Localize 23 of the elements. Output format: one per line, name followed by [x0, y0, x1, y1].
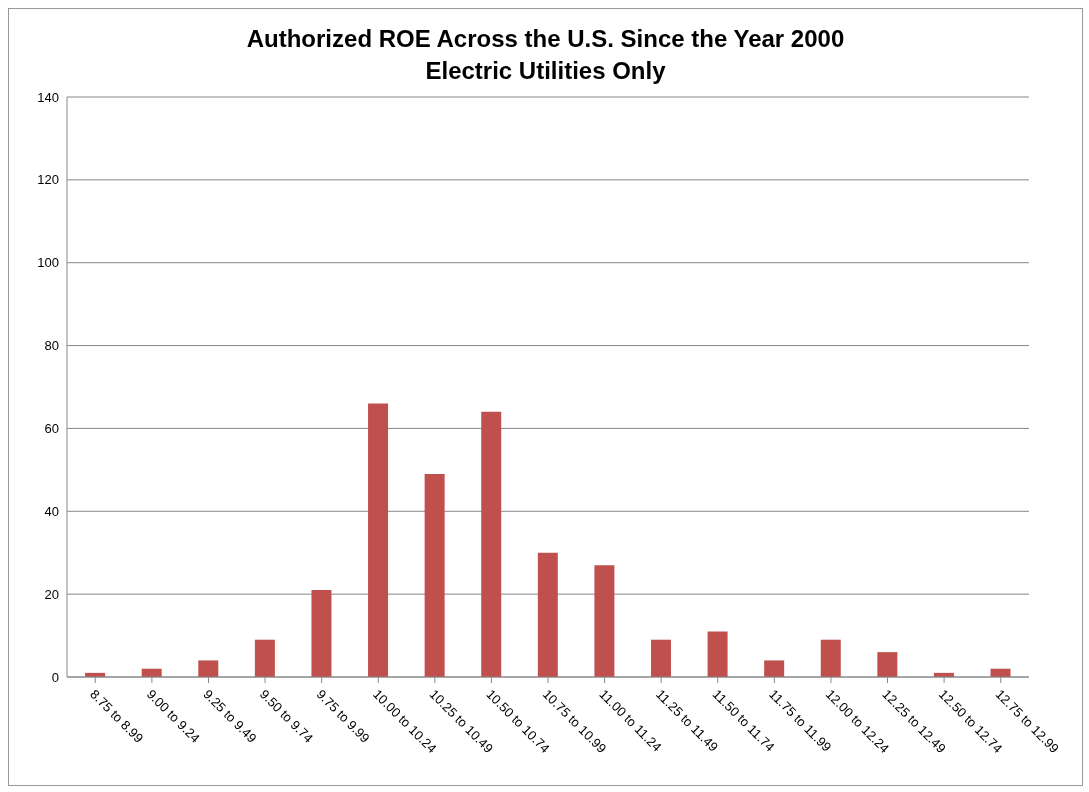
y-tick-label: 60	[44, 421, 59, 437]
bar	[877, 652, 898, 677]
bar	[820, 639, 841, 677]
bar	[254, 639, 275, 677]
bar	[424, 474, 445, 677]
bar	[594, 565, 615, 677]
y-tick-label: 100	[37, 255, 59, 271]
y-tick-label: 0	[51, 669, 59, 685]
bar	[198, 660, 219, 677]
y-tick-label: 20	[44, 586, 59, 602]
bar	[481, 411, 502, 677]
chart-title: Authorized ROE Across the U.S. Since the Year 2000	[245, 24, 846, 54]
bar	[311, 590, 332, 677]
bar	[368, 403, 389, 677]
y-tick-label: 80	[44, 338, 59, 354]
bar	[537, 552, 558, 677]
bar	[764, 660, 785, 677]
y-tick-label: 120	[37, 172, 59, 188]
bar	[650, 639, 671, 677]
bar	[707, 631, 728, 677]
y-tick-label: 40	[44, 503, 59, 519]
chart-subtitle: Electric Utilities Only	[424, 56, 667, 86]
y-tick-label: 140	[37, 89, 59, 105]
